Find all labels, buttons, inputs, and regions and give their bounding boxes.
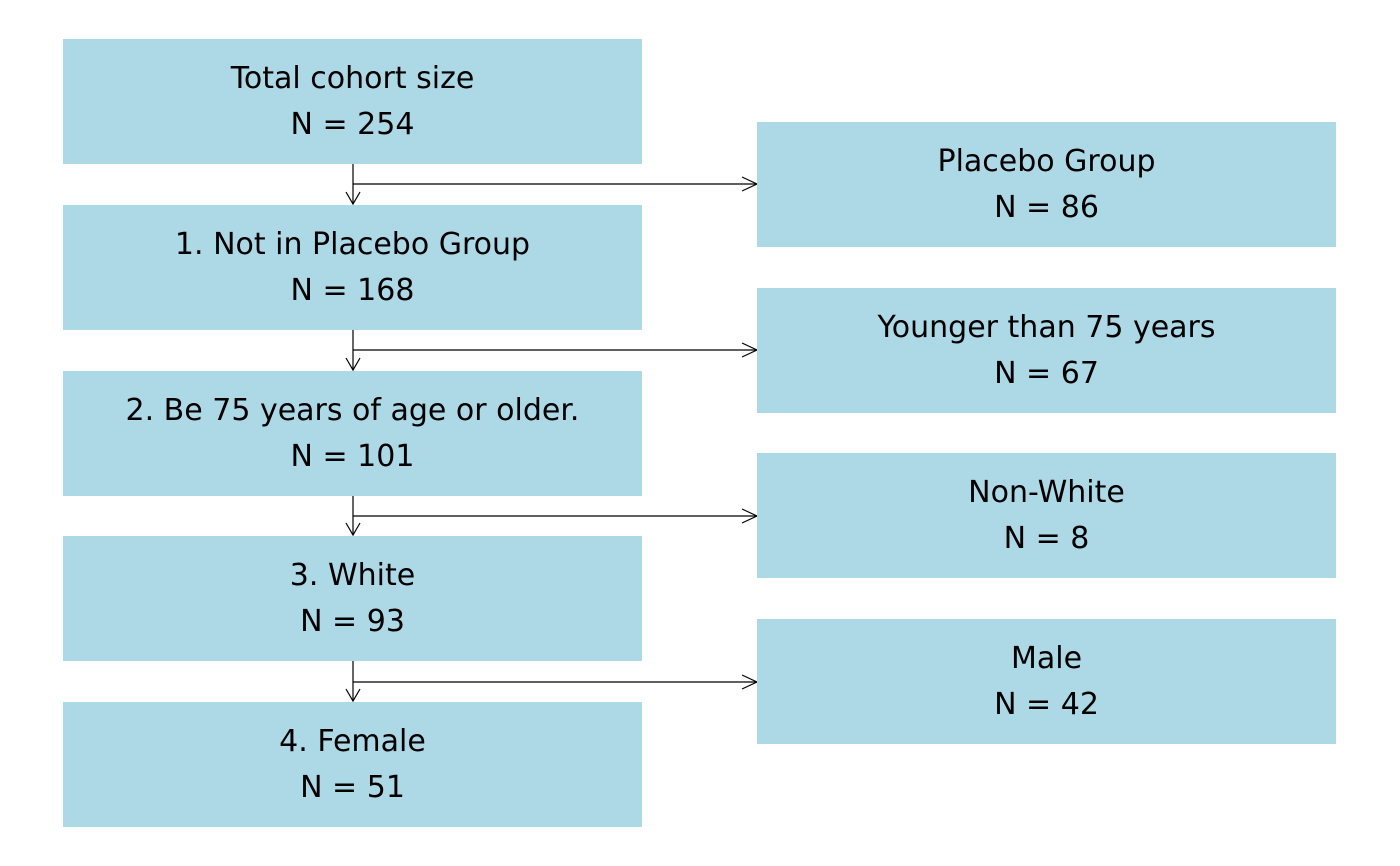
exclusion-box-non-white: Non-White N = 8 bbox=[757, 453, 1336, 578]
down-arrowhead-3 bbox=[345, 522, 361, 537]
step-label: 3. White bbox=[289, 557, 416, 593]
exclusion-label: Non-White bbox=[968, 474, 1125, 510]
exclusion-count: N = 86 bbox=[994, 189, 1099, 225]
step-count: N = 168 bbox=[290, 272, 415, 308]
step-label: Total cohort size bbox=[230, 60, 475, 96]
down-arrowhead-1 bbox=[345, 191, 361, 206]
step-box-female: 4. Female N = 51 bbox=[63, 702, 642, 827]
exclusion-count: N = 8 bbox=[1003, 520, 1090, 556]
step-label: 2. Be 75 years of age or older. bbox=[125, 392, 580, 428]
step-label: 4. Female bbox=[279, 723, 426, 759]
exclusion-label: Placebo Group bbox=[937, 143, 1156, 179]
step-box-age-75-plus: 2. Be 75 years of age or older. N = 101 bbox=[63, 371, 642, 496]
step-box-white: 3. White N = 93 bbox=[63, 536, 642, 661]
step-label: 1. Not in Placebo Group bbox=[174, 226, 531, 262]
step-count: N = 51 bbox=[300, 769, 405, 805]
step-count: N = 254 bbox=[290, 106, 415, 142]
step-count: N = 101 bbox=[290, 438, 415, 474]
exclusion-count: N = 42 bbox=[994, 686, 1099, 722]
step-count: N = 93 bbox=[300, 603, 405, 639]
exclusion-box-younger-than-75: Younger than 75 years N = 67 bbox=[757, 288, 1336, 413]
exclusion-label: Younger than 75 years bbox=[877, 309, 1216, 345]
down-arrowhead-2 bbox=[345, 357, 361, 372]
exclusion-label: Male bbox=[1010, 640, 1083, 676]
down-arrowhead-4 bbox=[345, 688, 361, 703]
exclusion-box-male: Male N = 42 bbox=[757, 619, 1336, 744]
exclusion-box-placebo: Placebo Group N = 86 bbox=[757, 122, 1336, 247]
step-box-total-cohort: Total cohort size N = 254 bbox=[63, 39, 642, 164]
step-box-not-in-placebo: 1. Not in Placebo Group N = 168 bbox=[63, 205, 642, 330]
exclusion-count: N = 67 bbox=[994, 355, 1099, 391]
